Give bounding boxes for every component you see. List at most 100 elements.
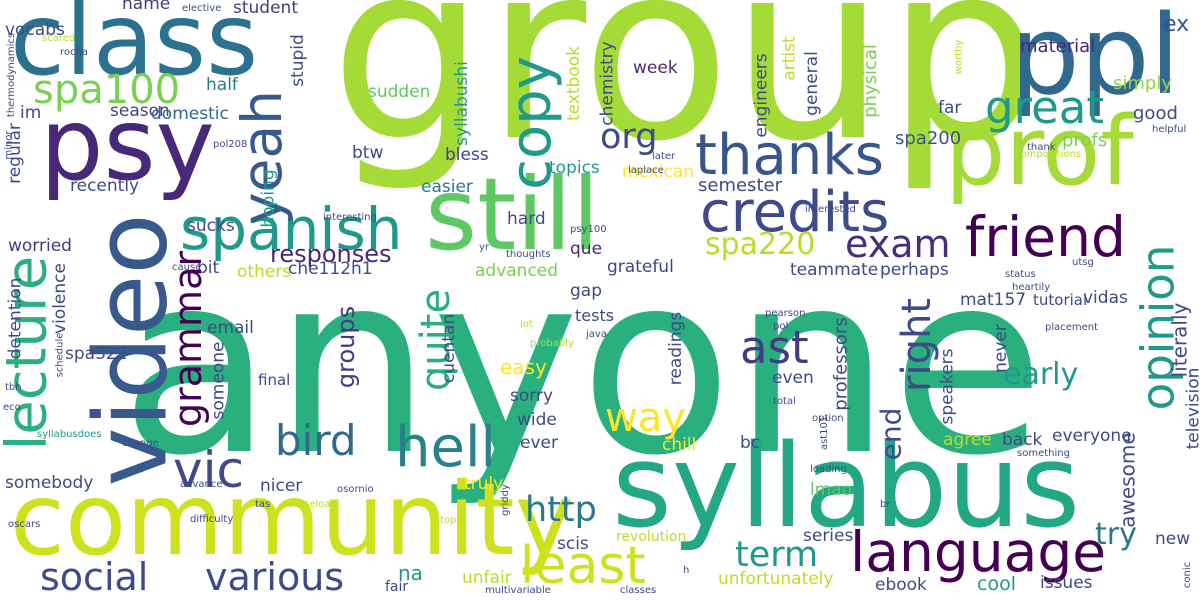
word-class: class: [10, 0, 259, 98]
word-sucks: sucks: [187, 216, 235, 236]
word-back: back: [1002, 430, 1043, 450]
word-tests: tests: [575, 306, 615, 325]
word-chemistry: chemistry: [597, 41, 618, 126]
word-group: group: [330, 0, 1042, 195]
word-probably: probably: [530, 338, 574, 349]
word-new: new: [1155, 529, 1191, 549]
word-syllabushi: syllabushi: [451, 61, 472, 146]
word-thank: thank: [1027, 142, 1056, 153]
word-bless: bless: [445, 145, 489, 165]
word-psy: psy: [40, 86, 215, 203]
word-option: option: [812, 413, 844, 424]
word-end: end: [874, 407, 908, 461]
word-pol: pol: [773, 321, 789, 332]
word-elective: elective: [182, 3, 222, 14]
word-others: others: [237, 262, 292, 282]
word-vocabs: vocabs: [5, 20, 65, 40]
word-teammate: teammate: [790, 260, 879, 280]
word-email: email: [207, 318, 254, 338]
word-hoping: hoping: [258, 169, 279, 228]
word-psy100: psy100: [570, 224, 607, 235]
word-bc: bc: [740, 433, 761, 453]
word-final: final: [258, 371, 291, 389]
word-fair: fair: [385, 579, 409, 595]
word-ast: ast: [740, 321, 809, 374]
word-responses: responses: [270, 240, 392, 268]
word-still: still: [425, 156, 600, 273]
word-social: social: [40, 555, 149, 599]
word-griddy: griddy: [499, 484, 511, 516]
word-groups: groups: [332, 305, 361, 389]
word-osornio: osornio: [337, 484, 374, 495]
word-lot: lot: [520, 319, 533, 330]
word-yr: yr: [479, 242, 490, 253]
word-artist: artist: [779, 36, 800, 81]
word-total: total: [773, 396, 796, 407]
word-utsg: utsg: [1072, 257, 1094, 268]
word-loading: loading: [810, 464, 847, 475]
word-spa100: spa100: [33, 67, 181, 113]
word-helpful: helpful: [1152, 124, 1187, 135]
word-ever: ever: [520, 433, 558, 453]
word-spanish: spanish: [180, 195, 403, 263]
word-later: later: [652, 151, 676, 162]
word-topic: topic: [440, 515, 465, 526]
word-spa322: spa322: [65, 344, 128, 364]
word-hell: hell: [395, 415, 497, 480]
word-schedule: schedule: [54, 332, 66, 378]
word-speakers: speakers: [937, 348, 958, 425]
word-ppl: ppl: [1010, 0, 1181, 119]
word-unfair: unfair: [462, 568, 512, 588]
word-profs: profs: [1062, 130, 1108, 151]
word-semester: semester: [698, 175, 782, 196]
word-unfortunately: unfortunately: [718, 569, 834, 589]
word-minor: minor: [3, 130, 15, 160]
word-term: term: [735, 535, 819, 575]
word-im: im: [20, 103, 42, 123]
word-spa200: spa200: [895, 128, 962, 149]
word-placement: placement: [1045, 322, 1099, 333]
word-good: good: [1133, 103, 1178, 124]
word-early: early: [1003, 357, 1079, 392]
word-http: http: [525, 490, 597, 530]
word-compositions: compositions: [1015, 149, 1082, 160]
word-multivariable: multivariable: [485, 585, 551, 596]
word-conic: conic: [1182, 561, 1194, 589]
word-advanced: advanced: [475, 261, 559, 281]
word-scared: scared: [42, 33, 76, 44]
word-org: org: [600, 117, 658, 157]
word-tas: tas: [255, 499, 271, 510]
word-advance: advance: [180, 479, 223, 490]
word-wide: wide: [517, 410, 557, 430]
word-h: h: [683, 565, 690, 576]
word-hard: hard: [507, 209, 546, 229]
word-eco: eco: [3, 402, 21, 413]
word-na: na: [398, 561, 423, 585]
word-language: language: [850, 520, 1107, 584]
word-someone: someone: [208, 341, 229, 420]
word-community: community: [10, 461, 574, 578]
word-series: series: [803, 526, 854, 546]
word-general: general: [801, 51, 822, 116]
word-chill: chill: [662, 435, 697, 455]
word-che112h1: che112h1: [288, 259, 373, 279]
word-ast101: ast101: [819, 415, 831, 451]
word-laplace: laplace: [628, 165, 664, 176]
word-stupid: stupid: [287, 34, 308, 87]
word-material: material: [1020, 36, 1096, 57]
word-difficulty: difficulty: [190, 514, 234, 525]
word-least: least: [520, 536, 646, 596]
word-mat157: mat157: [960, 290, 1027, 310]
word-status: status: [1005, 269, 1036, 280]
word-vic: vic: [173, 441, 244, 499]
word-mexican: mexican: [622, 162, 695, 182]
word-worried: worried: [8, 236, 72, 256]
word-textbook: textbook: [564, 46, 584, 121]
word-never: never: [990, 324, 1011, 373]
word-java: java: [586, 329, 607, 340]
word-physical: physical: [859, 44, 881, 118]
word-worthy: worthy: [953, 39, 965, 75]
word-thermodynamics: thermodynamics: [6, 32, 18, 118]
word-change: change: [122, 438, 159, 449]
